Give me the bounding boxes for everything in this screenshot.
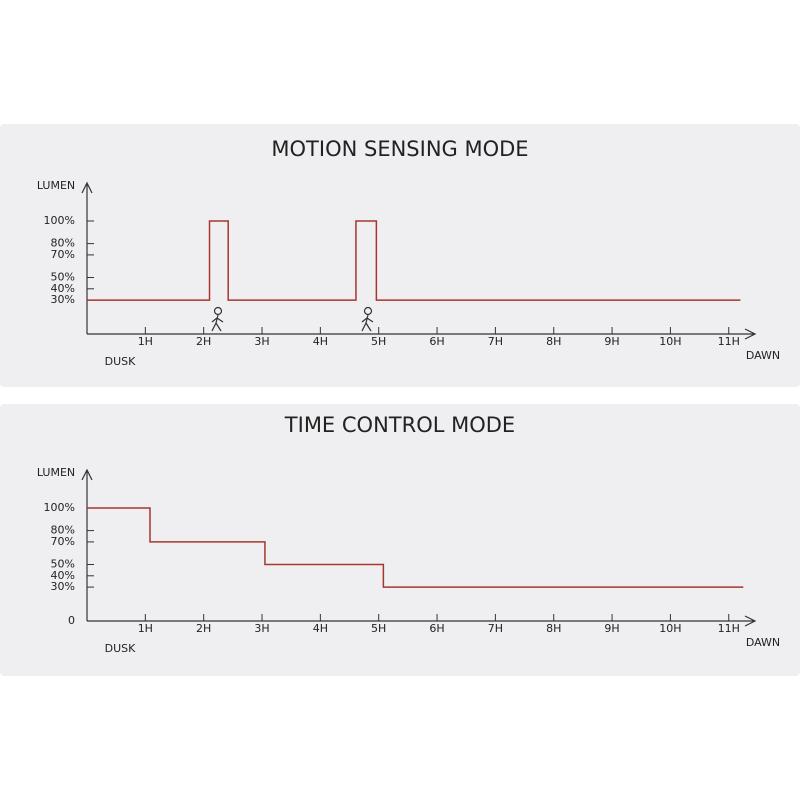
y-tick-label: 70% [51,248,75,261]
x-axis [87,328,757,340]
chart-title: TIME CONTROL MODE [284,413,515,437]
x-tick-label: 3H [254,622,269,635]
x-tick-label: 11H [718,335,740,348]
x-tick-label: 5H [371,335,386,348]
y-tick-label: 80% [51,524,75,537]
x-tick-label: 7H [488,335,503,348]
panel [0,124,800,387]
x-tick-label: 6H [429,335,444,348]
y-axis-label: LUMEN [37,466,75,479]
annotation: DUSK [105,642,137,655]
x-tick-label: 9H [604,622,619,635]
annotation: DAWN [746,636,780,649]
y-tick-label: 0 [68,614,75,627]
y-tick-label: 40% [51,282,75,295]
x-tick-label: 2H [196,622,211,635]
x-tick-label: 2H [196,335,211,348]
x-tick-label: 1H [138,622,153,635]
y-tick-label: 100% [44,501,75,514]
x-tick-label: 9H [604,335,619,348]
y-tick-label: 70% [51,535,75,548]
x-tick-label: 6H [429,622,444,635]
x-tick-label: 5H [371,622,386,635]
y-tick-label: 50% [51,271,75,284]
y-tick-label: 40% [51,569,75,582]
x-tick-label: 4H [313,622,328,635]
x-tick-label: 3H [254,335,269,348]
x-tick-label: 8H [546,622,561,635]
y-axis [81,468,93,621]
x-tick-label: 11H [718,622,740,635]
y-tick-label: 30% [51,580,75,593]
x-tick-label: 4H [313,335,328,348]
chart-title: MOTION SENSING MODE [271,137,528,161]
x-tick-label: 8H [546,335,561,348]
walker-icon [211,306,374,332]
panel [0,404,800,676]
x-tick-label: 10H [659,622,681,635]
y-tick-label: 30% [51,293,75,306]
data-line [87,507,744,588]
y-axis-label: LUMEN [37,179,75,192]
x-axis [87,615,757,627]
y-axis [81,181,93,334]
y-tick-label: 80% [51,237,75,250]
data-line [87,220,741,301]
x-tick-label: 1H [138,335,153,348]
x-tick-label: 7H [488,622,503,635]
annotation: DUSK [105,355,137,368]
y-tick-label: 50% [51,558,75,571]
annotation: DAWN [746,349,780,362]
y-tick-label: 100% [44,214,75,227]
x-tick-label: 10H [659,335,681,348]
